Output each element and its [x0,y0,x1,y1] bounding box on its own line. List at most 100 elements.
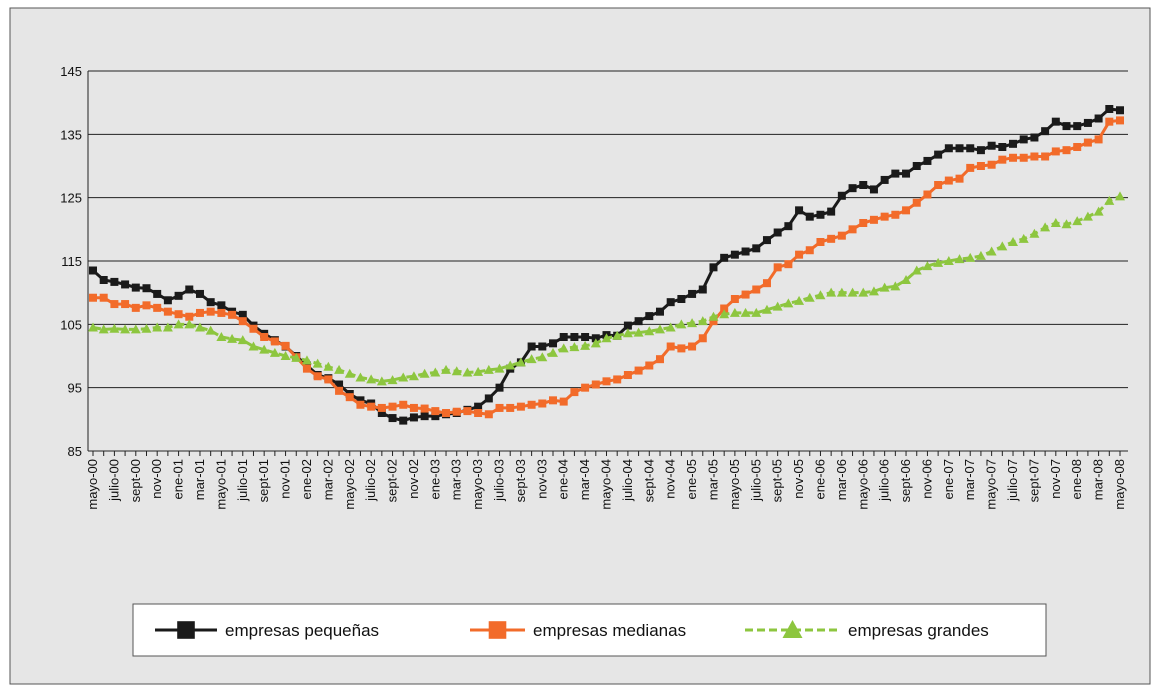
data-point [687,318,698,328]
data-point [688,289,697,298]
data-point [751,307,762,317]
data-point [409,413,418,422]
data-point [549,396,558,405]
data-point [1019,153,1028,162]
data-point [655,307,664,316]
data-point [131,283,140,292]
data-point [1030,152,1039,161]
data-point [912,198,921,207]
data-point [644,326,655,336]
data-point [1051,117,1060,126]
x-tick-label: julio-00 [106,459,121,502]
data-point [463,407,472,416]
data-point [709,263,718,272]
data-point [1116,116,1124,125]
data-point [483,364,494,374]
data-point [269,347,280,357]
data-point [601,333,612,343]
data-point [291,352,302,362]
data-point [110,300,119,309]
data-point [816,238,825,246]
data-point [612,330,623,340]
data-point [549,339,558,348]
data-point [762,279,771,288]
data-point [387,375,398,385]
data-point [902,169,911,178]
x-tick-label: mar-03 [449,459,464,500]
data-point [1062,122,1071,131]
data-point [1050,218,1061,227]
data-point [548,347,559,357]
x-tick-label: julio-01 [235,459,250,502]
x-tick-label: julio-06 [877,459,892,502]
data-point [602,377,611,386]
data-point [634,366,643,375]
data-point [206,307,215,316]
data-point [891,169,900,178]
data-point [516,402,525,411]
data-point [301,355,312,365]
legend-marker [177,621,195,639]
x-tick-label: mar-02 [320,459,335,500]
data-point [559,333,568,341]
data-point [773,263,782,272]
y-tick-label: 85 [68,444,82,459]
x-tick-label: nov-03 [534,459,549,499]
data-point [836,287,847,297]
data-point [848,225,857,234]
x-tick-label: julio-02 [363,459,378,502]
data-point [1018,233,1029,243]
data-point [1061,219,1072,229]
data-point [420,412,429,421]
data-point [558,343,569,353]
x-tick-label: nov-06 [919,459,934,499]
data-point [654,324,665,334]
data-point [805,212,814,221]
data-point [645,312,654,321]
x-tick-label: mar-04 [577,459,592,500]
data-point [195,308,204,317]
x-tick-label: sept-07 [1026,459,1041,502]
data-point [698,285,707,294]
data-point [591,380,600,389]
x-tick-label: mayo-08 [1112,459,1127,510]
data-point [366,374,377,384]
data-point [987,141,996,150]
data-point [1029,228,1040,238]
data-point [645,361,654,370]
data-point [719,309,730,319]
data-point [944,176,953,185]
data-point [451,366,462,376]
data-point [794,295,805,305]
data-point [891,210,900,219]
data-point [966,163,975,172]
data-point [559,397,568,406]
data-point [142,301,151,310]
data-point [666,298,675,307]
data-point [709,317,718,326]
legend-marker [782,620,803,638]
x-tick-label: mar-07 [962,459,977,500]
data-point [955,174,964,183]
data-point [858,287,869,297]
data-point [238,310,247,319]
data-point [741,290,750,299]
data-point [934,150,943,159]
data-point [622,328,633,338]
data-point [194,322,205,332]
x-tick-label: sept-06 [898,459,913,502]
x-tick-label: nov-00 [149,459,164,499]
data-point [590,338,601,348]
data-point [879,282,890,292]
data-point [419,368,430,378]
data-point [1116,106,1124,115]
data-point [89,293,97,302]
data-point [302,364,311,373]
data-point [367,402,376,411]
data-point [848,184,857,193]
legend-marker [488,621,507,639]
data-point [89,266,97,275]
data-point [581,383,590,392]
x-tick-label: ene-07 [941,459,956,499]
